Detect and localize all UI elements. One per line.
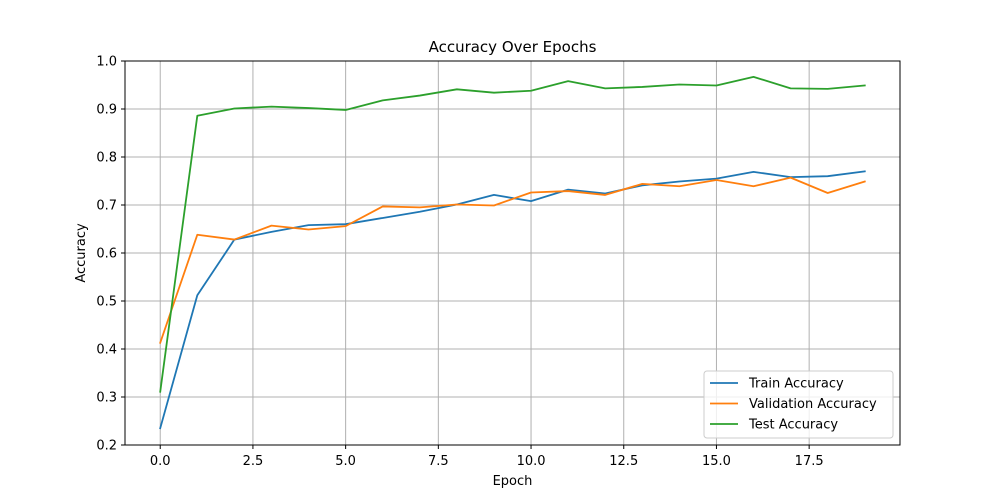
x-tick-label: 10.0 (517, 454, 546, 469)
x-tick-label: 17.5 (795, 454, 824, 469)
x-tick-label: 2.5 (243, 454, 264, 469)
x-tick-label: 0.0 (150, 454, 171, 469)
x-tick-label: 7.5 (428, 454, 449, 469)
legend-label: Train Accuracy (748, 377, 844, 392)
y-tick-label: 0.5 (96, 295, 117, 310)
series-line-1 (159, 170, 866, 430)
x-tick-label: 12.5 (609, 454, 638, 469)
chart-title: Accuracy Over Epochs (429, 38, 597, 56)
legend-box (703, 370, 894, 439)
series-lines (159, 75, 866, 430)
series-line-2 (159, 176, 866, 344)
series-line-3 (159, 75, 866, 393)
axis-ticks: 0.0 2.5 5.0 7.5 10.0 12.5 15.0 17.5 0.2 0.3 0.4 0.5… (96, 55, 823, 470)
y-tick-label: 0.3 (96, 391, 117, 406)
y-tick-label: 0.4 (96, 343, 117, 358)
x-tick-label: 5.0 (335, 454, 356, 469)
y-tick-label: 0.6 (96, 247, 117, 262)
legend: Train Accuracy Validation Accuracy Test Ac… (703, 370, 894, 439)
y-tick-label: 0.2 (96, 439, 117, 454)
y-axis-title: Accuracy (74, 223, 89, 283)
y-tick-label: 0.9 (96, 103, 117, 118)
legend-label: Validation Accuracy (749, 397, 877, 412)
x-axis-title: Epoch (493, 474, 533, 489)
y-tick-label: 0.8 (96, 151, 117, 166)
y-tick-label: 0.7 (96, 199, 117, 214)
x-tick-label: 15.0 (702, 454, 731, 469)
legend-label: Test Accuracy (748, 418, 838, 433)
y-tick-label: 1.0 (96, 55, 117, 70)
